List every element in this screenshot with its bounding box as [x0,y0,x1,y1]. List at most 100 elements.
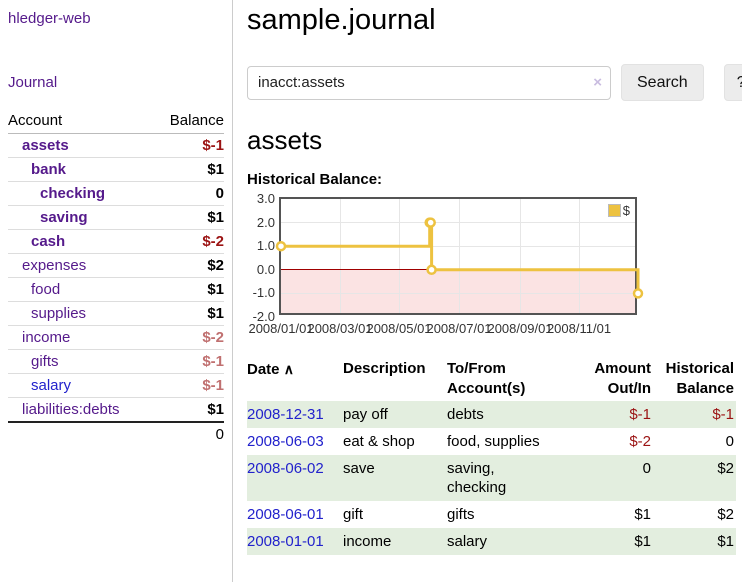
transaction-amount: $-2 [629,433,651,450]
search-form: × Search ? [247,64,742,101]
transaction-description: gift [343,506,364,523]
legend-label: $ [622,203,630,218]
balance-column-header: Balance [169,112,224,129]
gridline [459,199,460,313]
y-axis-ticks: 3.0 2.0 1.0 0.0 -1.0 -2.0 [247,191,277,324]
legend-swatch-icon [607,204,621,217]
transaction-description: income [343,533,392,550]
chart-label: Historical Balance: [247,171,383,188]
account-column-header: Account [8,112,63,129]
account-balance: $1 [207,401,224,418]
account-table-header: Account Balance [8,110,224,134]
x-tick: 2008/05/01 [366,321,432,336]
transaction-date-link[interactable]: 2008-06-01 [247,506,324,523]
account-row: checking 0 [8,182,224,206]
brand-link[interactable]: hledger-web [8,10,91,27]
register-row: 2008-06-02 save saving, checking 0 $2 [247,455,736,501]
account-link-liabilities-debts[interactable]: liabilities:debts [22,401,120,418]
chart-plot-area: $ [275,197,644,315]
transaction-description: eat & shop [343,433,415,450]
column-header-description: Description [343,360,426,377]
y-tick: -1.0 [252,285,275,300]
account-row: gifts $-1 [8,350,224,374]
transaction-date-link[interactable]: 2008-06-02 [247,460,324,477]
transaction-amount: 0 [642,460,651,477]
transaction-amount: $1 [634,533,651,550]
transaction-date-link[interactable]: 2008-06-03 [247,433,324,450]
sort-ascending-icon: ∧ [283,361,294,377]
account-link-gifts[interactable]: gifts [31,353,59,370]
account-link-saving[interactable]: saving [40,209,88,226]
clear-search-icon[interactable]: × [593,73,602,91]
account-link-supplies[interactable]: supplies [31,305,87,322]
gridline [281,293,635,294]
transaction-balance: $1 [717,533,734,550]
search-input[interactable] [247,65,611,100]
transaction-description: pay off [343,406,388,423]
balance-line-series [275,217,644,299]
account-link-cash[interactable]: cash [31,233,66,250]
sidebar: hledger-web Journal Account Balance asse… [0,0,233,582]
transaction-accounts: saving, checking [447,460,507,496]
search-box: × [247,65,611,100]
x-tick: 2008/07/01 [426,321,492,336]
y-tick: 2.0 [256,215,275,230]
y-tick: 3.0 [256,191,275,206]
transaction-balance: $2 [717,506,734,523]
transaction-balance: 0 [725,433,734,450]
account-link-salary[interactable]: salary [31,377,72,394]
account-balance: $1 [207,305,224,322]
account-row: cash $-2 [8,230,224,254]
account-balance: $-1 [202,377,224,394]
transaction-amount: $-1 [629,406,651,423]
account-link-food[interactable]: food [31,281,61,298]
x-tick: 2008/09/01 [487,321,553,336]
transaction-accounts: salary [447,533,488,550]
gridline [281,222,635,223]
account-balance: $1 [207,209,224,226]
transaction-accounts: gifts [447,506,475,523]
transaction-date-link[interactable]: 2008-01-01 [247,533,324,550]
gridline [399,199,400,313]
register-header-row: Date ∧ Description To/From Account(s) Am… [247,357,736,401]
help-button[interactable]: ? [723,64,742,101]
x-tick: 2008/11/01 [546,321,612,336]
transaction-balance: $-1 [712,406,734,423]
column-header-amount: Amount Out/In [594,360,651,397]
main-content: sample.journal × Search ? assets Histori… [233,0,742,582]
x-tick: 2008/03/01 [307,321,373,336]
column-header-balance: Historical Balance [665,360,734,397]
account-link-bank[interactable]: bank [31,161,67,178]
account-balance: 0 [215,185,224,202]
account-link-income[interactable]: income [22,329,71,346]
register-table: Date ∧ Description To/From Account(s) Am… [247,357,736,555]
account-row: salary $-1 [8,374,224,398]
column-header-date[interactable]: Date ∧ [247,361,294,378]
y-tick: -2.0 [252,309,275,324]
search-button[interactable]: Search [621,64,704,101]
account-row: food $1 [8,278,224,302]
account-balance: $1 [207,161,224,178]
gridline [520,199,521,313]
y-tick: 0.0 [256,262,275,277]
sidebar-item-journal[interactable]: Journal [8,74,58,91]
register-row: 2008-01-01 income salary $1 $1 [247,528,736,555]
account-balance: $2 [207,257,224,274]
account-balance: $-1 [202,353,224,370]
account-balance: $-2 [202,233,224,250]
transaction-accounts: food, supplies [447,433,540,450]
gridline [281,246,635,247]
y-tick: 1.0 [256,238,275,253]
account-link-expenses[interactable]: expenses [22,257,87,274]
account-link-assets[interactable]: assets [22,137,69,154]
account-link-checking[interactable]: checking [40,185,106,202]
transaction-date-link[interactable]: 2008-12-31 [247,406,324,423]
page-title: sample.journal [247,4,436,36]
account-balance: $1 [207,281,224,298]
account-row: assets $-1 [8,134,224,158]
transaction-balance: $2 [717,460,734,477]
historical-balance-chart: 3.0 2.0 1.0 0.0 -1.0 -2.0 [247,191,742,324]
register-row: 2008-06-03 eat & shop food, supplies $-2… [247,428,736,455]
account-row: liabilities:debts $1 [8,398,224,421]
account-row: income $-2 [8,326,224,350]
